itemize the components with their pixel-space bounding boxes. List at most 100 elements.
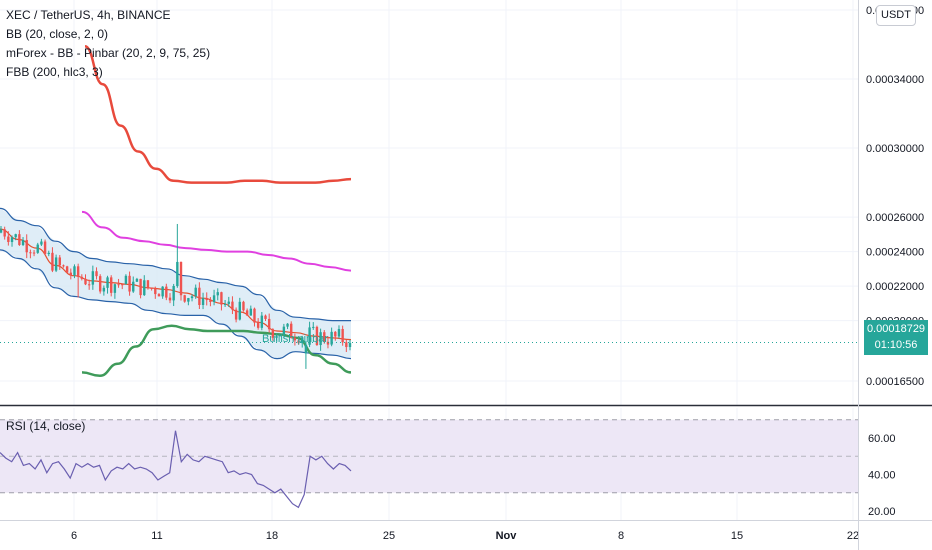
time-tick-label: 18 — [266, 530, 278, 542]
candle-body — [201, 298, 205, 305]
rsi-tick-label: 20.00 — [868, 506, 896, 518]
legend-bb[interactable]: BB (20, close, 2, 0) — [6, 27, 109, 41]
candle-body — [80, 276, 84, 279]
candle-body — [187, 298, 190, 302]
candle-body — [165, 286, 168, 298]
legend-fbb[interactable]: FBB (200, hlc3, 3) — [6, 65, 103, 79]
legend-rsi[interactable]: RSI (14, close) — [6, 419, 86, 433]
candle-body — [146, 280, 150, 288]
candle-body — [212, 295, 216, 302]
bb-lower-line — [0, 249, 352, 360]
candle-body — [168, 297, 172, 301]
candle-body — [121, 284, 124, 286]
candle-body — [110, 277, 113, 293]
candle-body — [43, 241, 47, 255]
candle-body — [154, 288, 157, 295]
candle-body — [98, 276, 102, 292]
rsi-line — [0, 430, 352, 509]
candle-body — [143, 280, 146, 296]
time-tick-label: 22 — [847, 530, 859, 542]
candle-body — [205, 298, 208, 301]
candle-body — [69, 272, 72, 276]
candle-body — [32, 252, 36, 254]
price-tick-label: 0.00030000 — [866, 143, 924, 155]
candle-body — [54, 257, 58, 271]
candle-body — [84, 278, 87, 285]
bb-upper-line — [0, 207, 351, 322]
candle-body — [117, 284, 120, 286]
candle-body — [345, 342, 348, 348]
last-price-value: 0.00018729 — [866, 323, 926, 335]
candle-body — [183, 295, 186, 302]
candle-body — [249, 308, 253, 316]
countdown-value: 01:10:56 — [874, 339, 918, 351]
candle-body — [264, 315, 267, 319]
candle-body — [113, 284, 117, 293]
candle-body — [102, 287, 106, 292]
candle-body — [0, 229, 3, 233]
time-tick-label: 8 — [618, 530, 624, 542]
candle-body — [198, 287, 201, 305]
candle-body — [40, 241, 43, 245]
candle-body — [341, 328, 344, 343]
candle-body — [275, 336, 278, 338]
candle-body — [62, 265, 65, 267]
fbb-upper-line — [84, 44, 352, 184]
candle-body — [279, 334, 282, 337]
candle-body — [76, 266, 80, 277]
candle-body — [267, 318, 271, 330]
candle-body — [242, 301, 245, 311]
legend-mforex[interactable]: mForex - BB - Pinbar (20, 2, 9, 75, 25) — [6, 46, 211, 60]
candle-body — [194, 287, 197, 297]
candle-body — [65, 266, 69, 273]
candle-body — [256, 322, 260, 328]
candle-body — [73, 266, 76, 276]
candle-body — [227, 301, 230, 304]
candle-body — [18, 234, 21, 245]
candle-body — [176, 261, 179, 287]
candle-body — [14, 234, 17, 238]
candle-body — [271, 329, 275, 338]
price-tick-label: 0.00026000 — [866, 212, 924, 224]
candle-body — [87, 284, 91, 286]
rsi-pane — [0, 419, 858, 509]
candle-body — [58, 257, 61, 266]
time-tick-label: Nov — [496, 530, 518, 542]
candle-body — [330, 331, 333, 345]
time-tick-label: 11 — [151, 530, 162, 542]
candle-body — [209, 300, 212, 302]
candle-body — [95, 271, 98, 277]
candle-body — [337, 328, 341, 337]
candle-body — [282, 326, 286, 335]
price-tick-label: 0.00022000 — [866, 281, 924, 293]
time-tick-label: 6 — [71, 530, 77, 542]
candle-body — [51, 252, 54, 271]
rsi-tick-label: 60.00 — [868, 433, 896, 445]
currency-badge[interactable]: USDT — [876, 5, 916, 26]
candle-body — [348, 343, 352, 348]
candle-body — [245, 310, 249, 316]
bollinger-band-fill — [0, 208, 351, 359]
candle-body — [334, 331, 337, 337]
candle-body — [315, 326, 319, 346]
candle-body — [36, 244, 39, 253]
candle-body — [161, 286, 164, 297]
candle-body — [326, 341, 330, 345]
candle-body — [293, 338, 297, 341]
candle-body — [216, 292, 219, 296]
candle-body — [319, 332, 322, 346]
candle-body — [91, 271, 95, 285]
candle-body — [220, 292, 223, 305]
candle-body — [286, 323, 289, 327]
candle-body — [21, 239, 25, 245]
candle-body — [172, 285, 175, 301]
candle-body — [7, 236, 10, 243]
candle-body — [312, 326, 315, 328]
symbol-title[interactable]: XEC / TetherUS, 4h, BINANCE — [6, 8, 171, 22]
candle-body — [231, 301, 234, 310]
candle-body — [29, 252, 32, 254]
candle-body — [304, 344, 308, 354]
candle-body — [25, 239, 28, 253]
